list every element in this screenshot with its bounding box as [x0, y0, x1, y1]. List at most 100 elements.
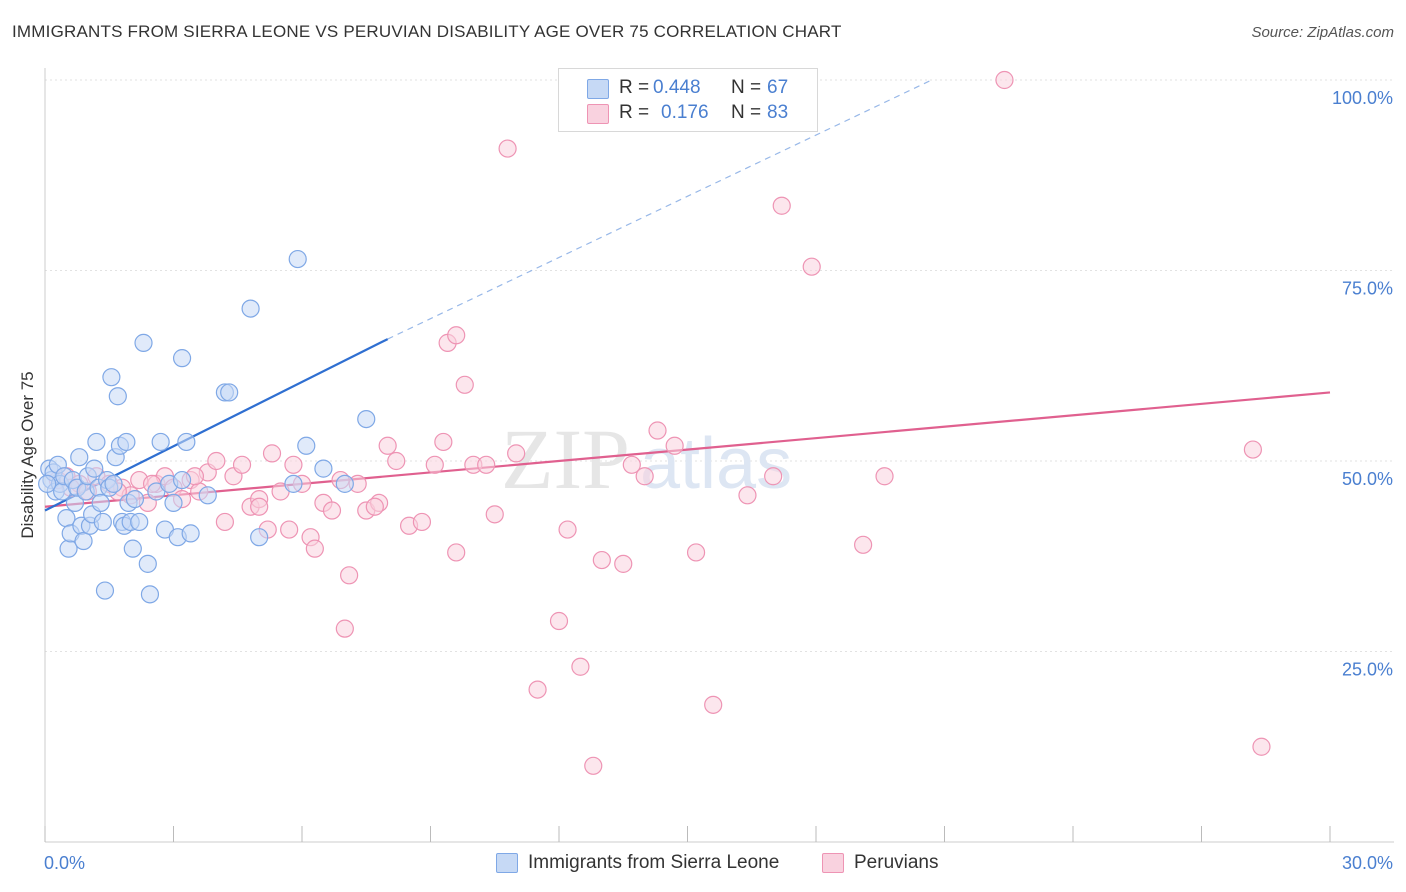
- bottom-legend-label: Immigrants from Sierra Leone: [528, 852, 780, 873]
- legend-n-value: 83: [767, 102, 789, 123]
- peruvians-point: [215, 512, 234, 532]
- tick-labels: 25.0% 50.0% 75.0% 100.0% 0.0% 30.0%: [44, 88, 1393, 873]
- peruvians-point: [207, 451, 226, 471]
- sierra-leone-point: [177, 432, 196, 452]
- peruvians-point: [280, 520, 299, 539]
- bottom-legend-label: Peruvians: [854, 852, 939, 873]
- peruvians-point: [648, 421, 667, 440]
- bottom-legend-swatch-blue: [496, 853, 518, 873]
- sierra-leone-point: [104, 474, 123, 493]
- sierra-leone-point: [134, 333, 153, 352]
- sierra-leone-point: [117, 432, 136, 452]
- sierra-leone-point: [335, 474, 354, 493]
- peruvians-point: [507, 444, 526, 463]
- peruvians-point: [447, 543, 466, 562]
- peruvians-point: [686, 543, 706, 562]
- peruvians-point: [528, 680, 547, 699]
- sierra-leone-point: [95, 581, 115, 600]
- sierra-leone-point: [102, 368, 121, 387]
- sierra-leone-point: [314, 459, 333, 478]
- legend-swatch-pink: [587, 104, 609, 124]
- sierra-leone-point: [181, 524, 200, 543]
- peruvians-point: [558, 520, 577, 539]
- peruvians-point: [425, 455, 444, 474]
- sierra-leone-point: [241, 299, 260, 318]
- peruvians-point: [704, 695, 723, 714]
- peruvians-point: [995, 70, 1014, 90]
- peruvians-point: [322, 501, 342, 520]
- peruvians-points: [48, 70, 1271, 775]
- correlation-legend: R = 0.448 N = 67 R = 0.176 N = 83: [558, 68, 818, 132]
- sierra-leone-point: [108, 387, 127, 406]
- sierra-leone-point: [138, 554, 157, 573]
- peruvians-point: [232, 455, 252, 474]
- sierra-leone-point: [70, 448, 89, 467]
- bottom-legend-swatch-pink: [822, 853, 844, 873]
- sierra-leone-point: [87, 432, 106, 452]
- peruvians-point: [485, 505, 504, 524]
- peruvians-point: [665, 436, 684, 455]
- legend-n-label: N =: [731, 77, 762, 98]
- peruvians-point: [340, 566, 359, 585]
- sierra-leone-point: [140, 585, 160, 604]
- sierra-leone-point: [38, 474, 57, 493]
- peruvians-point: [738, 486, 757, 505]
- sierra-leone-point: [57, 509, 76, 528]
- chart-title: IMMIGRANTS FROM SIERRA LEONE VS PERUVIAN…: [12, 22, 842, 41]
- peruvians-point: [1243, 440, 1263, 459]
- peruvians-point: [434, 432, 453, 452]
- sierra-leone-point: [164, 493, 183, 513]
- peruvians-point: [764, 467, 783, 486]
- peruvians-point: [584, 756, 603, 775]
- sierra-leone-point: [130, 512, 149, 532]
- peruvians-point: [455, 375, 474, 394]
- peruvians-point: [772, 196, 791, 215]
- sierra-leone-points: [38, 249, 376, 604]
- legend-swatch-blue: [587, 79, 609, 99]
- peruvians-point: [622, 455, 641, 474]
- peruvians-point: [387, 451, 406, 471]
- peruvians-point: [854, 535, 873, 554]
- sierra-leone-point: [284, 474, 303, 493]
- peruvians-point: [635, 467, 654, 486]
- peruvians-point: [305, 539, 324, 558]
- sierra-leone-point: [74, 531, 93, 551]
- legend-r-value: 0.448: [653, 77, 701, 98]
- peruvians-point: [378, 436, 397, 455]
- sierra-leone-point: [93, 512, 112, 532]
- peruvians-point: [875, 467, 894, 486]
- legend-r-label: R =: [619, 77, 650, 98]
- peruvians-point: [262, 444, 282, 463]
- legend-r-label: R =: [619, 102, 650, 123]
- sierra-leone-point: [91, 493, 110, 513]
- sierra-leone-point: [172, 349, 192, 368]
- x-tick-label-max: 30.0%: [1342, 853, 1393, 873]
- y-tick-label: 100.0%: [1332, 88, 1393, 108]
- peruvians-point: [412, 512, 432, 532]
- peruvians-point: [549, 611, 569, 631]
- watermark-atlas: atlas: [640, 424, 792, 504]
- sierra-leone-point: [288, 249, 307, 269]
- peruvians-point: [614, 554, 633, 573]
- sierra-leone-trend-extension: [387, 79, 932, 340]
- sierra-leone-point: [85, 459, 104, 478]
- sierra-leone-point: [250, 528, 269, 547]
- legend-r-value: 0.176: [661, 102, 709, 123]
- y-tick-label: 50.0%: [1342, 469, 1393, 489]
- legend-n-label: N =: [731, 102, 762, 123]
- sierra-leone-point: [357, 409, 376, 429]
- peruvians-point: [498, 139, 517, 158]
- peruvians-point: [802, 257, 821, 276]
- peruvians-point: [365, 497, 384, 516]
- peruvians-point: [1252, 737, 1271, 756]
- sierra-leone-point: [123, 539, 142, 558]
- peruvians-point: [250, 497, 269, 516]
- x-tick-label-min: 0.0%: [44, 853, 85, 873]
- sierra-leone-point: [297, 436, 316, 455]
- grid-lines: [45, 79, 1394, 652]
- y-tick-label: 25.0%: [1342, 660, 1393, 680]
- sierra-leone-point: [151, 432, 170, 452]
- peruvians-trend-line: [44, 391, 1331, 508]
- peruvians-point: [284, 455, 303, 474]
